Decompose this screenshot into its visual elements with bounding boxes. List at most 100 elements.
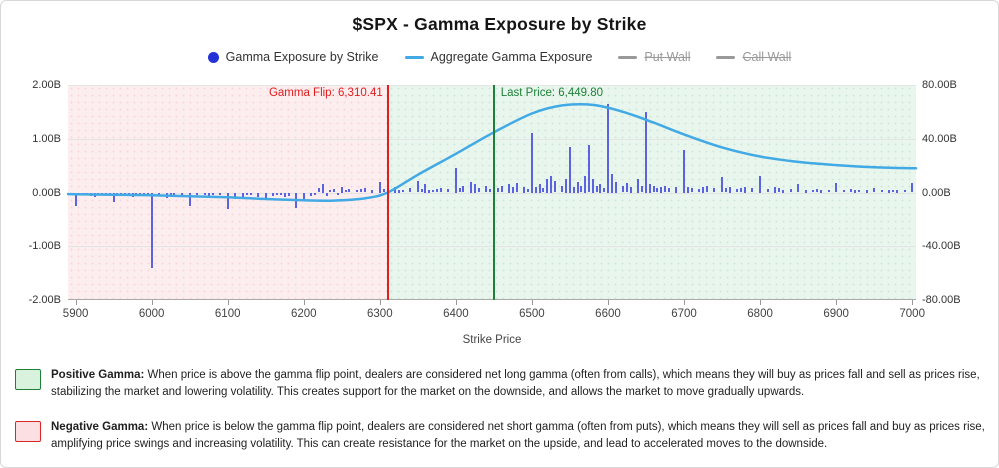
gamma-bar	[580, 186, 583, 193]
gamma-bar	[496, 188, 499, 193]
gamma-bar	[546, 179, 549, 193]
positive-gamma-text: Positive Gamma: When price is above the …	[51, 367, 986, 401]
gamma-bar	[797, 183, 800, 193]
gamma-bar	[565, 179, 568, 193]
gamma-bar	[283, 192, 286, 197]
gamma-bar	[759, 176, 762, 193]
gamma-bar	[652, 186, 655, 193]
x-tick-label: 6500	[519, 308, 545, 320]
gamma-bar	[462, 186, 465, 193]
gamma-bar	[207, 192, 210, 197]
gridline	[68, 192, 916, 194]
gamma-bar	[500, 186, 503, 193]
x-tick-mark	[75, 300, 77, 305]
gamma-bar	[895, 189, 898, 193]
gamma-bar	[108, 192, 111, 195]
gamma-bar	[530, 133, 533, 193]
gamma-bar	[523, 187, 526, 193]
gamma-bar	[538, 184, 541, 193]
gamma-bar	[686, 187, 689, 193]
legend-item-call-wall[interactable]: Call Wall	[716, 50, 791, 64]
gamma-bar	[473, 184, 476, 193]
legend-item-aggregate-gamma-exposure[interactable]: Aggregate Gamma Exposure	[404, 50, 592, 64]
plot-area[interactable]: Gamma Flip: 6,310.41 Last Price: 6,449.80	[66, 85, 918, 300]
gamma-bar	[150, 192, 153, 268]
y-left-tick: 1.00B	[32, 132, 61, 145]
gamma-bar	[740, 188, 743, 193]
gamma-bar	[146, 192, 149, 195]
gamma-bar	[485, 186, 488, 193]
gamma-bar	[112, 192, 115, 202]
gamma-bar	[302, 192, 305, 199]
gamma-bar	[610, 173, 613, 193]
gamma-bar	[249, 192, 252, 195]
gamma-bar	[888, 189, 891, 193]
gamma-bar	[226, 192, 229, 210]
gamma-bar	[667, 188, 670, 193]
gamma-flip-label: Gamma Flip: 6,310.41	[268, 87, 383, 99]
gamma-bar	[857, 190, 860, 193]
gamma-bar	[420, 189, 423, 193]
gamma-bar	[371, 189, 374, 193]
gamma-bar	[272, 192, 275, 196]
gamma-bar	[911, 182, 914, 193]
gamma-bar	[382, 189, 385, 193]
gamma-bar	[721, 177, 724, 193]
gamma-bar	[599, 184, 602, 193]
x-axis-title: Strike Price	[462, 334, 522, 346]
gamma-bar	[458, 188, 461, 193]
gamma-bar	[561, 186, 564, 193]
x-tick-mark	[455, 300, 457, 305]
gamma-bar	[812, 190, 815, 193]
gamma-bar	[279, 192, 282, 196]
gamma-bar	[743, 187, 746, 193]
legend-line-icon	[716, 55, 736, 59]
legend-item-gamma-exposure-by-strike[interactable]: Gamma Exposure by Strike	[207, 50, 379, 64]
y-left-tick: 0.00B	[32, 186, 61, 199]
x-tick-mark	[531, 300, 533, 305]
x-tick-label: 6800	[747, 308, 773, 320]
gamma-bar	[310, 192, 313, 197]
gamma-bar	[587, 145, 590, 193]
x-tick-mark	[379, 300, 381, 305]
gamma-bar	[188, 192, 191, 206]
y-right-tick: 80.00B	[922, 79, 957, 91]
gamma-bar	[424, 184, 427, 193]
gamma-bar	[873, 188, 876, 193]
gamma-bar	[606, 103, 609, 193]
gamma-bar	[287, 192, 290, 196]
negative-gamma-label: Negative Gamma:	[51, 421, 149, 433]
gamma-bar	[549, 176, 552, 193]
gamma-bar	[568, 146, 571, 193]
gamma-bar	[827, 190, 830, 193]
gamma-bar	[804, 189, 807, 193]
y-right-tick: -40.00B	[922, 240, 961, 253]
legend-item-put-wall[interactable]: Put Wall	[618, 50, 690, 64]
gamma-bar	[489, 189, 492, 193]
gridline	[68, 246, 916, 248]
x-tick-label: 6600	[595, 308, 621, 320]
gamma-bar	[329, 190, 332, 193]
x-tick-mark	[227, 300, 229, 305]
gamma-bar	[439, 188, 442, 193]
gamma-bar	[880, 190, 883, 193]
gamma-bar	[591, 179, 594, 193]
gamma-bar	[401, 190, 404, 193]
x-tick-mark	[912, 300, 914, 305]
y-left-tick: 2.00B	[32, 79, 61, 91]
gamma-bar	[534, 187, 537, 193]
gamma-bar	[641, 186, 644, 193]
gamma-bar	[264, 192, 267, 200]
gamma-bar	[835, 182, 838, 193]
gamma-bar	[397, 189, 400, 193]
legend-label: Call Wall	[742, 50, 792, 64]
gamma-bar	[378, 181, 381, 193]
positive-gamma-note: Positive Gamma: When price is above the …	[15, 367, 986, 401]
x-tick-mark	[151, 300, 153, 305]
gamma-bar	[447, 189, 450, 193]
gamma-bar	[648, 184, 651, 193]
gamma-bar	[816, 189, 819, 193]
gamma-bar	[645, 111, 647, 193]
gridline	[68, 138, 916, 140]
gamma-bar	[614, 181, 617, 193]
